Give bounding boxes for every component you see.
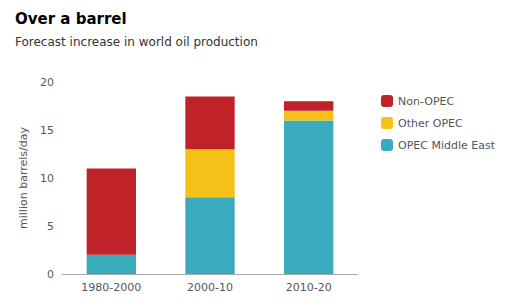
svg-text:Other OPEC: Other OPEC [398, 117, 463, 130]
svg-text:0: 0 [47, 268, 54, 281]
svg-text:2010-20: 2010-20 [286, 281, 332, 294]
svg-text:15: 15 [40, 124, 54, 137]
svg-text:Forecast increase in world oil: Forecast increase in world oil productio… [15, 35, 258, 49]
svg-text:Non-OPEC: Non-OPEC [398, 95, 454, 108]
svg-text:million barrels/day: million barrels/day [17, 127, 30, 229]
svg-text:1980-2000: 1980-2000 [81, 281, 141, 294]
svg-text:Over a barrel: Over a barrel [15, 10, 127, 28]
svg-text:10: 10 [40, 172, 54, 185]
svg-text:5: 5 [47, 220, 54, 233]
svg-text:OPEC Middle East: OPEC Middle East [398, 139, 496, 152]
svg-text:20: 20 [40, 76, 54, 89]
svg-text:2000-10: 2000-10 [187, 281, 233, 294]
